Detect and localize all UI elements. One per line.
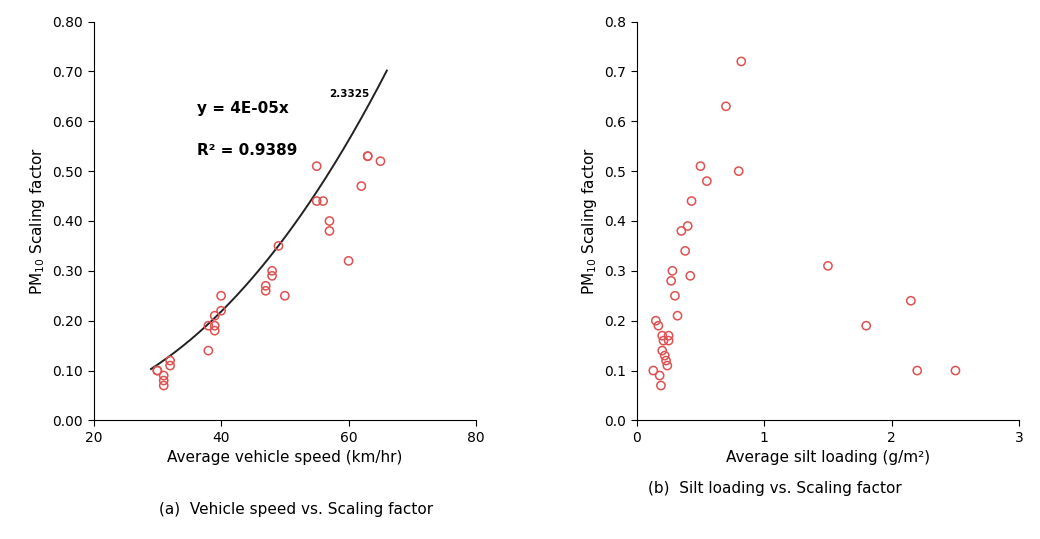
Point	[200, 321, 216, 330]
Point	[665, 267, 681, 275]
Point	[353, 182, 369, 190]
Point	[651, 371, 668, 380]
X-axis label: Average silt loading (g/m²): Average silt loading (g/m²)	[726, 451, 930, 465]
Point	[655, 336, 672, 345]
X-axis label: Average vehicle speed (km/hr): Average vehicle speed (km/hr)	[167, 451, 402, 465]
Point	[200, 347, 216, 355]
Point	[257, 281, 274, 290]
Point	[650, 321, 667, 330]
Y-axis label: PM$_{10}$ Scaling factor: PM$_{10}$ Scaling factor	[28, 147, 47, 295]
Point	[340, 257, 357, 265]
Text: (b)  Silt loading vs. Scaling factor: (b) Silt loading vs. Scaling factor	[648, 481, 902, 496]
Point	[669, 312, 685, 320]
Point	[858, 321, 875, 330]
Point	[677, 246, 694, 255]
Point	[206, 321, 223, 330]
Point	[372, 157, 389, 165]
Point	[909, 367, 926, 375]
Point	[309, 197, 326, 205]
Text: 2.3325: 2.3325	[329, 89, 369, 99]
Point	[660, 336, 677, 345]
Point	[654, 347, 671, 355]
Point	[162, 361, 179, 370]
Point	[660, 331, 677, 340]
Point	[653, 381, 670, 390]
Point	[659, 361, 676, 370]
Point	[315, 197, 332, 205]
Point	[657, 356, 674, 365]
Point	[277, 292, 293, 300]
Point	[213, 306, 230, 315]
Point	[149, 367, 165, 375]
Point	[673, 226, 690, 235]
Point	[662, 277, 679, 285]
Point	[155, 371, 172, 380]
Text: R² = 0.9389: R² = 0.9389	[197, 143, 297, 158]
Point	[682, 272, 699, 280]
Point	[683, 197, 700, 205]
Point	[656, 351, 673, 360]
Point	[264, 272, 281, 280]
Text: (a)  Vehicle speed vs. Scaling factor: (a) Vehicle speed vs. Scaling factor	[159, 502, 434, 517]
Point	[270, 241, 287, 250]
Point	[667, 292, 683, 300]
Y-axis label: PM$_{10}$ Scaling factor: PM$_{10}$ Scaling factor	[579, 147, 599, 295]
Point	[360, 152, 376, 161]
Point	[149, 367, 165, 375]
Point	[654, 331, 671, 340]
Point	[360, 152, 376, 161]
Point	[718, 102, 734, 110]
Point	[162, 356, 179, 365]
Point	[321, 226, 338, 235]
Point	[733, 57, 750, 66]
Point	[309, 162, 326, 170]
Point	[645, 367, 661, 375]
Point	[206, 327, 223, 335]
Point	[206, 312, 223, 320]
Point	[257, 287, 274, 295]
Point	[321, 217, 338, 225]
Point	[699, 177, 716, 185]
Point	[648, 316, 665, 325]
Point	[213, 292, 230, 300]
Point	[679, 222, 696, 230]
Text: y = 4E-05x: y = 4E-05x	[197, 101, 289, 116]
Point	[730, 167, 747, 176]
Point	[820, 261, 836, 270]
Point	[155, 381, 172, 390]
Point	[947, 367, 964, 375]
Point	[264, 267, 281, 275]
Point	[903, 296, 919, 305]
Point	[693, 162, 709, 170]
Point	[155, 376, 172, 385]
